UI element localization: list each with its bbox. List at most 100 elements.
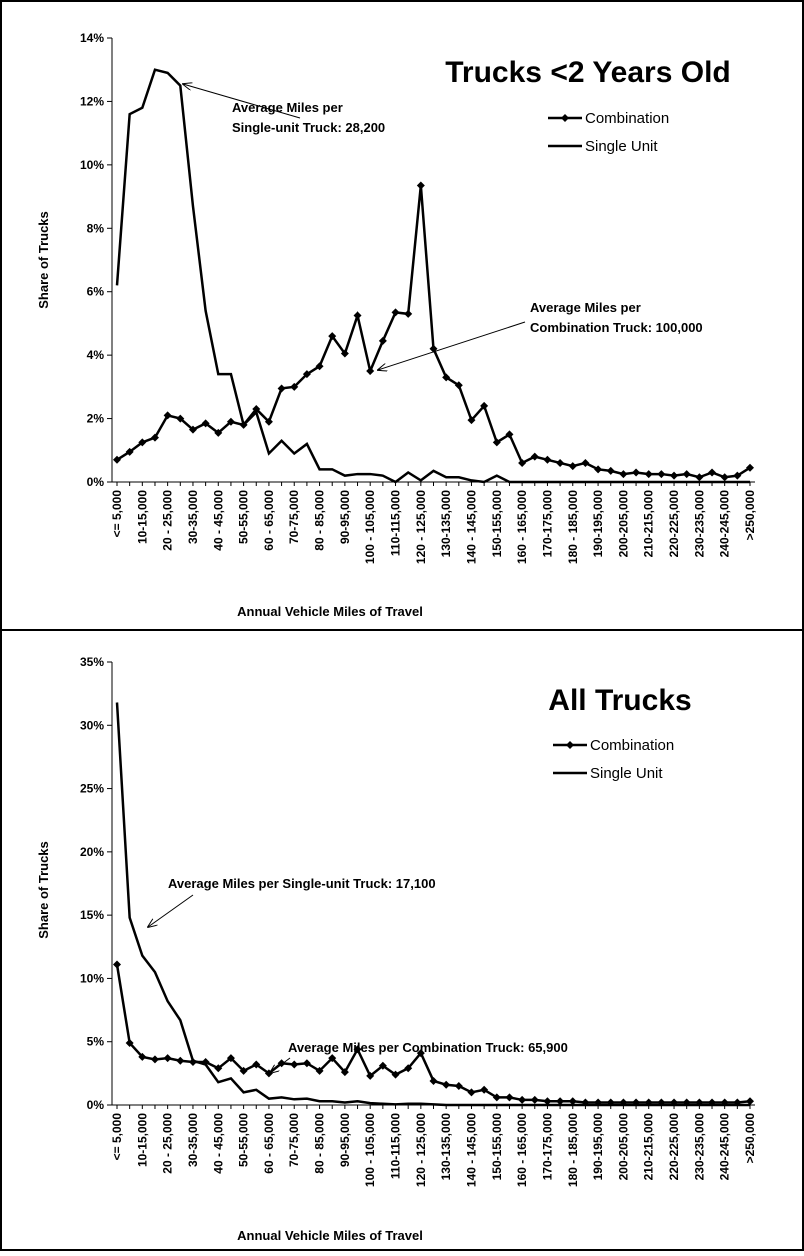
point — [568, 462, 577, 471]
point — [252, 405, 261, 414]
x-tick-label: 160 - 165,000 — [515, 1113, 529, 1187]
x-tick-label: 50-55,000 — [237, 490, 251, 544]
annotation: Average Miles per — [530, 300, 641, 315]
point — [454, 1082, 463, 1091]
series-line — [115, 68, 750, 484]
point — [315, 1066, 324, 1075]
x-tick-label: 80 - 85,000 — [313, 1113, 327, 1174]
point — [340, 349, 349, 358]
x-tick-label: 20 - 25,000 — [161, 1113, 175, 1174]
y-axis-label: Share of Trucks — [36, 211, 51, 309]
x-tick-label: 150-155,000 — [490, 490, 504, 558]
point — [480, 1085, 489, 1094]
point — [429, 1076, 438, 1085]
x-tick-label: 150-155,000 — [490, 1113, 504, 1181]
chart-title: Trucks <2 Years Old — [445, 56, 730, 89]
annotation: Average Miles per Combination Truck: 65,… — [288, 1040, 568, 1055]
point — [606, 466, 615, 475]
annotation-arrow — [378, 321, 526, 370]
x-tick-label: <= 5,000 — [110, 490, 124, 538]
x-axis-label: Annual Vehicle Miles of Travel — [237, 604, 423, 619]
point — [670, 471, 679, 480]
point — [201, 419, 210, 428]
x-tick-label: 210-215,000 — [642, 1113, 656, 1181]
annotation-arrow — [270, 1057, 291, 1073]
point — [378, 336, 387, 345]
x-tick-label: 30-35,000 — [186, 1113, 200, 1167]
x-tick-label: 140 - 145,000 — [464, 490, 478, 564]
point — [492, 1093, 501, 1102]
point — [353, 311, 362, 320]
x-tick-label: 130-135,000 — [439, 1113, 453, 1181]
legend-label: Combination — [585, 110, 669, 127]
point — [632, 468, 641, 477]
x-tick-label: 160 - 165,000 — [515, 490, 529, 564]
x-tick-label: 170-175,000 — [540, 1113, 554, 1181]
point — [290, 382, 299, 391]
legend-marker — [561, 114, 569, 122]
point — [644, 470, 653, 479]
legend-label: Single Unit — [585, 138, 658, 155]
point — [594, 465, 603, 474]
point — [492, 438, 501, 447]
point — [138, 1052, 147, 1061]
point — [543, 455, 552, 464]
x-tick-label: 70-75,000 — [287, 490, 301, 544]
y-tick-label: 4% — [87, 348, 105, 362]
x-tick-label: 170-175,000 — [540, 490, 554, 558]
x-tick-label: 10-15,000 — [135, 1113, 149, 1167]
y-tick-label: 25% — [80, 782, 104, 796]
point — [176, 1056, 185, 1065]
legend-marker — [566, 741, 574, 749]
y-tick-label: 20% — [80, 845, 104, 859]
x-tick-label: 50-55,000 — [237, 1113, 251, 1167]
point — [708, 468, 717, 477]
y-tick-label: 6% — [87, 285, 105, 299]
point — [226, 1054, 235, 1063]
point — [113, 960, 121, 969]
x-tick-label: 40 - 45,000 — [211, 1113, 225, 1174]
x-tick-label: 230-235,000 — [692, 490, 706, 558]
point — [404, 309, 413, 318]
point — [404, 1064, 413, 1073]
point — [530, 1095, 539, 1104]
y-tick-label: 10% — [80, 971, 104, 985]
legend-label: Combination — [590, 737, 674, 754]
x-tick-label: 80 - 85,000 — [313, 490, 327, 551]
annotation: Average Miles per — [232, 100, 343, 115]
series-line — [115, 702, 750, 1107]
legend-label: Single Unit — [590, 765, 663, 782]
x-tick-label: 130-135,000 — [439, 490, 453, 558]
x-tick-label: 40 - 45,000 — [211, 490, 225, 551]
x-tick-label: >250,000 — [743, 1113, 757, 1164]
x-tick-label: 30-35,000 — [186, 490, 200, 544]
x-tick-label: 210-215,000 — [642, 490, 656, 558]
y-tick-label: 0% — [87, 475, 105, 489]
y-tick-label: 2% — [87, 412, 105, 426]
x-tick-label: 110-115,000 — [389, 490, 403, 556]
point — [505, 1093, 514, 1102]
point — [543, 1097, 552, 1106]
y-tick-label: 30% — [80, 718, 104, 732]
x-tick-label: 220-225,000 — [667, 490, 681, 558]
x-axis-label: Annual Vehicle Miles of Travel — [237, 1228, 423, 1243]
point — [619, 470, 628, 479]
y-tick-label: 14% — [80, 31, 104, 45]
point — [290, 1060, 299, 1069]
point — [695, 473, 704, 482]
x-tick-label: 90-95,000 — [338, 1113, 352, 1167]
point — [746, 1097, 754, 1106]
annotation: Combination Truck: 100,000 — [530, 320, 703, 335]
y-tick-label: 15% — [80, 908, 104, 922]
point — [391, 308, 400, 317]
x-tick-label: 240-245,000 — [718, 1113, 732, 1181]
point — [518, 458, 527, 467]
annotation: Average Miles per Single-unit Truck: 17,… — [168, 876, 436, 891]
point — [176, 414, 185, 423]
x-tick-label: >250,000 — [743, 490, 757, 541]
point — [315, 362, 324, 371]
y-tick-label: 10% — [80, 158, 104, 172]
point — [150, 1055, 159, 1064]
point — [391, 1070, 400, 1079]
